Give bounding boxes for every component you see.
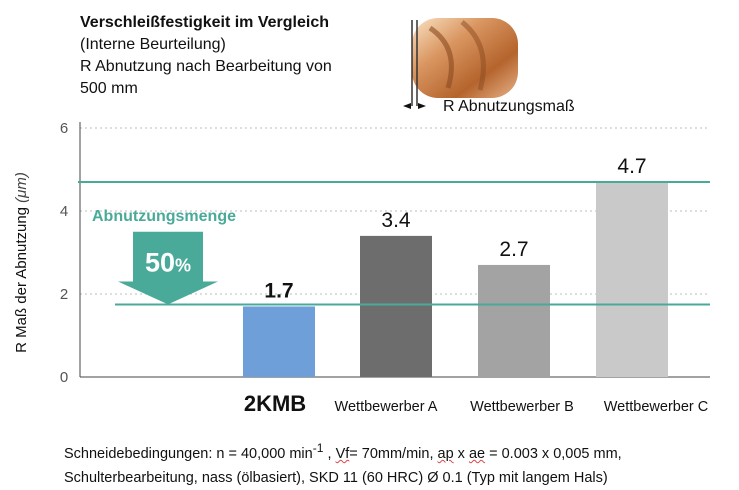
- cutting-speed-text: Schneidebedingungen: n = 40,000 min: [64, 445, 313, 462]
- y-axis-label: R Maß der Abnutzung: [13, 203, 30, 353]
- y-tick-label: 0: [60, 369, 68, 386]
- unit-exponent: -1: [312, 441, 324, 455]
- down-arrow-icon: [118, 231, 218, 305]
- times-text: x: [453, 445, 469, 462]
- x-category-label: Wettbewerber C: [604, 399, 709, 415]
- ap-text: ap: [437, 445, 454, 462]
- separator-text: ,: [323, 445, 336, 462]
- vf-text: Vf: [335, 445, 350, 462]
- x-category-label: 2KMB: [244, 391, 306, 416]
- annotation-value: 50%: [145, 248, 191, 278]
- cutting-conditions-line1: Schneidebedingungen: n = 40,000 min-1 , …: [64, 436, 734, 466]
- r-measure-label: R Abnutzungsmaß: [443, 98, 575, 115]
- y-axis-unit: (μm): [13, 172, 30, 203]
- bar-value-label: 2.7: [499, 238, 528, 261]
- annotation-percent-unit: %: [175, 256, 191, 276]
- bar-value-label: 1.7: [264, 279, 293, 302]
- feed-text: = 70mm/min,: [349, 445, 438, 462]
- y-axis-title: R Maß der Abnutzung (μm): [13, 172, 30, 353]
- bar-value-label: 3.4: [381, 209, 411, 232]
- bar-4: [596, 181, 668, 377]
- x-category-label: Wettbewerber B: [470, 399, 574, 415]
- bar-value-label: 4.7: [617, 155, 646, 178]
- chart-description-distance: 500 mm: [80, 80, 138, 97]
- chart-title: Verschleißfestigkeit im Vergleich: [80, 14, 329, 31]
- depth-text: = 0.003 x 0,005 mm,: [485, 445, 622, 462]
- ae-text: ae: [468, 445, 486, 462]
- bar-2: [360, 235, 432, 377]
- x-category-label: Wettbewerber A: [335, 399, 438, 415]
- annotation-percent-value: 50: [145, 248, 175, 278]
- y-tick-label: 2: [60, 286, 68, 303]
- chart-header: Verschleißfestigkeit im Vergleich (Inter…: [80, 12, 410, 100]
- end-mill-tool-image: [403, 18, 518, 109]
- wear-comparison-chart: 0 2 4 6 R Maß der Abnutzung (μm) 1.7 2KMB 3.4 We…: [13, 120, 710, 416]
- chart-description: R Abnutzung nach Bearbeitung von: [80, 58, 332, 75]
- bar-1: [243, 306, 315, 377]
- y-tick-label: 6: [60, 120, 68, 137]
- y-tick-label: 4: [60, 203, 68, 220]
- cutting-conditions: Schneidebedingungen: n = 40,000 min-1 , …: [64, 436, 734, 490]
- bar-3: [478, 264, 550, 377]
- cutting-conditions-line2: Schulterbearbeitung, nass (ölbasiert), S…: [64, 469, 608, 486]
- chart-subtitle: (Interne Beurteilung): [80, 36, 226, 53]
- annotation-title: Abnutzungsmenge: [92, 208, 236, 225]
